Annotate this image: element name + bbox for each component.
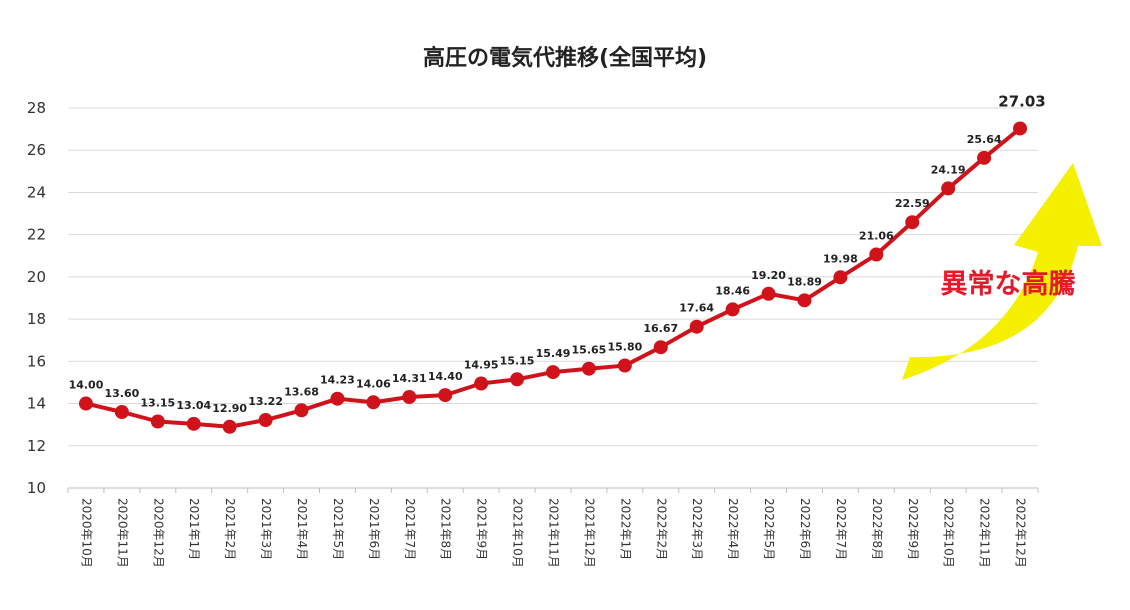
data-label: 22.59 — [895, 197, 930, 210]
data-point — [402, 390, 417, 405]
rising-arrow-icon — [902, 163, 1102, 380]
data-point — [366, 395, 381, 410]
y-tick-label: 22 — [27, 226, 46, 244]
data-label: 14.31 — [392, 372, 427, 385]
data-point — [869, 247, 884, 262]
data-label: 14.06 — [356, 377, 391, 390]
data-point — [222, 419, 237, 434]
data-label: 27.03 — [998, 92, 1045, 110]
data-label: 15.49 — [536, 347, 571, 360]
data-label: 13.68 — [284, 385, 319, 398]
x-tick-label: 2021年8月 — [439, 498, 453, 560]
x-tick-label: 2020年10月 — [79, 498, 93, 568]
x-tick-label: 2022年2月 — [654, 498, 668, 560]
x-tick-label: 2021年6月 — [367, 498, 381, 560]
data-label: 19.98 — [823, 252, 858, 265]
x-tick-label: 2021年1月 — [187, 498, 201, 560]
data-label: 19.20 — [751, 269, 786, 282]
data-point — [474, 376, 489, 391]
y-tick-label: 18 — [27, 310, 46, 328]
x-tick-label: 2022年4月 — [726, 498, 740, 560]
data-point — [725, 302, 740, 317]
x-tick-label: 2022年12月 — [1014, 498, 1028, 568]
x-tick-label: 2021年10月 — [511, 498, 525, 568]
data-point — [78, 396, 93, 411]
data-point — [438, 388, 453, 403]
data-point — [617, 358, 632, 373]
x-tick-label: 2020年12月 — [151, 498, 165, 568]
data-label: 21.06 — [859, 230, 894, 243]
x-tick-label: 2021年12月 — [582, 498, 596, 568]
data-label: 13.60 — [104, 387, 139, 400]
data-point — [833, 270, 848, 285]
x-tick-label: 2021年5月 — [331, 498, 345, 560]
data-point — [797, 293, 812, 308]
data-point — [114, 405, 129, 419]
data-point — [150, 414, 165, 429]
x-tick-label: 2022年10月 — [942, 498, 956, 568]
data-point — [941, 181, 956, 196]
data-label: 25.64 — [967, 133, 1002, 146]
data-label: 24.19 — [931, 163, 966, 176]
data-point — [689, 319, 704, 334]
data-label: 18.46 — [715, 284, 750, 297]
x-tick-label: 2022年5月 — [762, 498, 776, 560]
x-tick-label: 2022年8月 — [870, 498, 884, 560]
data-label: 15.65 — [572, 344, 607, 357]
data-point — [653, 340, 668, 355]
data-point — [1013, 121, 1028, 136]
x-tick-label: 2022年3月 — [690, 498, 704, 560]
x-tick-label: 2021年7月 — [403, 498, 417, 560]
y-tick-label: 26 — [27, 141, 46, 159]
y-tick-label: 14 — [27, 395, 46, 413]
data-label: 16.67 — [643, 322, 678, 335]
x-tick-label: 2022年9月 — [906, 498, 920, 560]
data-label: 17.64 — [679, 302, 714, 315]
data-label: 13.22 — [248, 395, 283, 408]
data-point — [905, 215, 920, 230]
y-tick-label: 12 — [27, 437, 46, 455]
chart-title: 高圧の電気代推移(全国平均) — [422, 46, 708, 71]
x-tick-label: 2021年11月 — [547, 498, 561, 568]
x-tick-label: 2022年11月 — [978, 498, 992, 568]
data-label: 15.15 — [500, 354, 535, 367]
x-tick-label: 2020年11月 — [115, 498, 129, 568]
y-tick-label: 28 — [27, 99, 46, 117]
data-label: 13.04 — [176, 399, 211, 412]
x-tick-label: 2022年6月 — [798, 498, 812, 560]
y-tick-label: 10 — [27, 479, 46, 497]
series-line — [85, 126, 1022, 429]
data-label: 13.15 — [140, 397, 175, 410]
x-tick-label: 2021年9月 — [475, 498, 489, 560]
y-tick-label: 16 — [27, 352, 46, 370]
x-tick-label: 2022年1月 — [618, 498, 632, 560]
x-tick-label: 2021年4月 — [295, 498, 309, 560]
x-tick-label: 2022年7月 — [834, 498, 848, 560]
data-label: 14.23 — [320, 374, 355, 387]
data-point — [330, 391, 345, 406]
data-point — [546, 365, 560, 380]
data-label: 18.89 — [787, 275, 822, 288]
data-label: 15.80 — [607, 341, 642, 354]
data-point — [510, 372, 525, 387]
data-point — [186, 416, 201, 431]
x-tick-label: 2021年3月 — [259, 498, 273, 560]
data-label: 12.90 — [212, 402, 247, 415]
y-tick-label: 20 — [27, 268, 46, 286]
y-tick-label: 24 — [27, 183, 46, 201]
annotation-text: 異常な高騰 — [941, 268, 1077, 300]
data-label: 14.40 — [428, 370, 463, 383]
data-label: 14.95 — [464, 359, 499, 372]
data-point — [258, 413, 273, 428]
data-point — [761, 286, 776, 301]
data-point — [581, 361, 596, 376]
data-label: 14.00 — [69, 379, 104, 392]
x-tick-label: 2021年2月 — [223, 498, 237, 560]
data-point — [294, 403, 309, 418]
data-point — [977, 150, 992, 165]
